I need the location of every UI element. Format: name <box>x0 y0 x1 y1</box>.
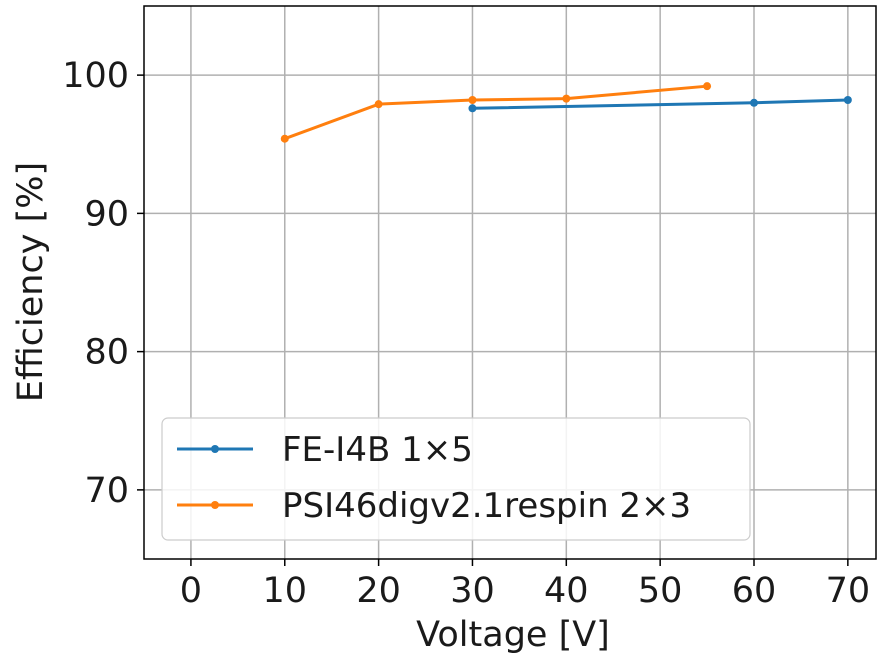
x-tick-label: 0 <box>180 571 202 611</box>
x-tick-label: 40 <box>544 571 589 611</box>
data-point-series-1 <box>703 82 712 91</box>
data-point-series-1 <box>468 96 477 105</box>
y-axis-label: Efficiency [%] <box>11 162 51 402</box>
series-line-1 <box>283 84 709 141</box>
plot-frame <box>143 5 877 560</box>
data-point-series-0 <box>843 96 852 105</box>
x-tick-label: 20 <box>356 571 401 611</box>
data-point-series-1 <box>374 100 383 109</box>
x-tick-label: 10 <box>262 571 307 611</box>
y-tick-label: 80 <box>84 333 129 373</box>
axis-ticks: 0 10 20 30 40 50 60 70 70 80 90 100 <box>62 56 870 611</box>
x-axis-label: Voltage [V] <box>416 615 610 655</box>
x-tick-label: 70 <box>826 571 871 611</box>
data-point-series-0 <box>468 104 477 113</box>
legend: FE-I4B 1×5 PSI46digv2.1respin 2×3 <box>161 417 751 541</box>
x-tick-label: 50 <box>638 571 683 611</box>
y-tick-label: 90 <box>84 194 129 234</box>
y-tick-label: 70 <box>84 471 129 511</box>
data-point-series-0 <box>750 98 758 107</box>
legend-box <box>161 417 751 541</box>
series-layer <box>280 82 852 143</box>
data-point-series-1 <box>280 134 289 143</box>
x-tick-label: 60 <box>732 571 777 611</box>
data-point-series-1 <box>562 94 571 103</box>
legend-marker-psi46 <box>211 501 219 509</box>
y-tick-label: 100 <box>62 56 129 96</box>
legend-label-fe-i4b: FE-I4B 1×5 <box>282 430 473 470</box>
legend-marker-fe-i4b <box>211 445 219 453</box>
x-tick-label: 30 <box>450 571 495 611</box>
legend-label-psi46: PSI46digv2.1respin 2×3 <box>282 486 691 526</box>
